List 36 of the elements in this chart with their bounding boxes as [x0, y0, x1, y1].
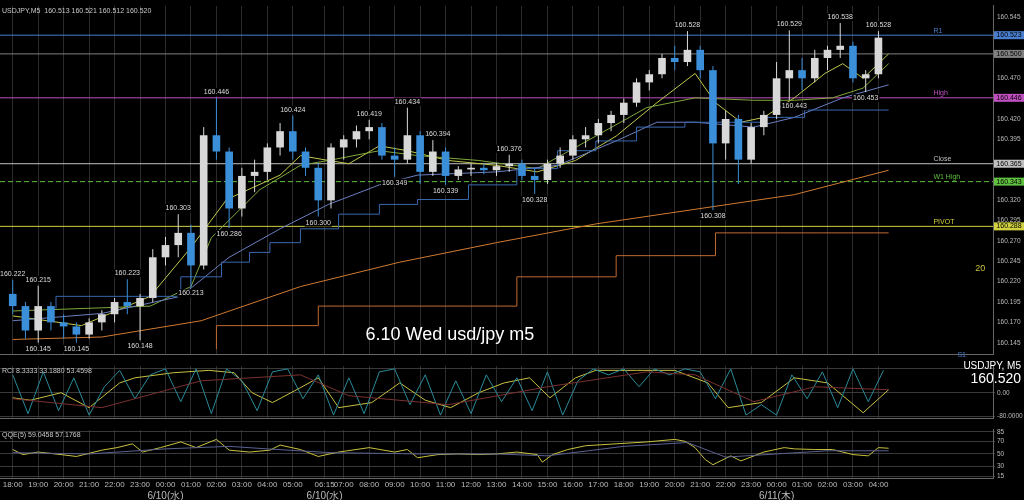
x-tick-label: 21:00: [79, 480, 100, 490]
x-tick-label: 08:00: [359, 480, 380, 490]
x-tick-label: 09:00: [384, 480, 406, 490]
x-tick-label: 20:00: [53, 480, 75, 490]
x-tick-label: 04:00: [257, 480, 278, 490]
annotation: 160.520: [970, 370, 1022, 387]
x-tick-label: 18:00: [2, 480, 24, 490]
x-tick-label: 23:00: [741, 480, 762, 490]
x-tick-label: 10:00: [410, 480, 431, 490]
x-tick-label: 05:00: [282, 480, 304, 490]
x-tick-label: 22:00: [715, 480, 737, 490]
x-tick-label: 21:00: [690, 480, 711, 490]
x-tick-label: 03:00: [231, 480, 253, 490]
x-tick-label: 02:00: [206, 480, 227, 490]
x-tick-label: 13:00: [486, 480, 508, 490]
annotation: 6.10 Wed usd/jpy m5: [365, 323, 535, 344]
x-tick-label: 04:00: [868, 480, 889, 490]
x-tick-label: 18:00: [613, 480, 635, 490]
x-tick-label: 14:00: [511, 480, 533, 490]
x-tick-label: 11:00: [435, 480, 456, 490]
x-tick-label: 19:00: [639, 480, 660, 490]
x-tick-label: 16:00: [562, 480, 584, 490]
x-tick-label: 12:00: [461, 480, 482, 490]
x-tick-label: 20:00: [664, 480, 686, 490]
x-tick-label: 22:00: [104, 480, 126, 490]
x-tick-label: 19:00: [28, 480, 49, 490]
x-tick-label: 01:00: [180, 480, 202, 490]
x-tick-label: 17:00: [588, 480, 609, 490]
x-tick-label: 03:00: [842, 480, 864, 490]
annotation: USDJPY, M5: [963, 360, 1022, 372]
annotation: 20: [975, 262, 986, 273]
x-tick-label: 07:00: [333, 480, 355, 490]
x-tick-label: 23:00: [130, 480, 151, 490]
x-tick-label: 01:00: [792, 480, 813, 490]
x-tick-label: 15:00: [537, 480, 558, 490]
x-tick-label: 02:00: [817, 480, 839, 490]
